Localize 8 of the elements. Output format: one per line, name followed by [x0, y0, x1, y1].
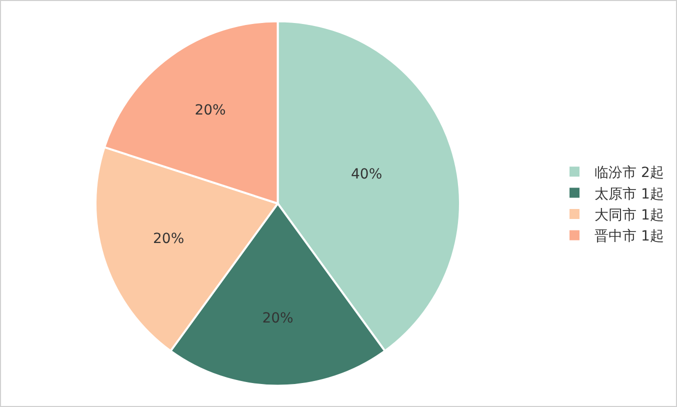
legend-label: 临汾市 2起 — [594, 165, 664, 182]
legend-label: 晋中市 1起 — [594, 228, 664, 245]
legend-label: 大同市 1起 — [594, 207, 664, 224]
data-label: 20% — [262, 310, 294, 326]
legend-label: 太原市 1起 — [594, 186, 664, 202]
data-label: 20% — [153, 230, 184, 247]
data-label: 20% — [194, 102, 226, 119]
data-label: 40% — [351, 166, 382, 183]
